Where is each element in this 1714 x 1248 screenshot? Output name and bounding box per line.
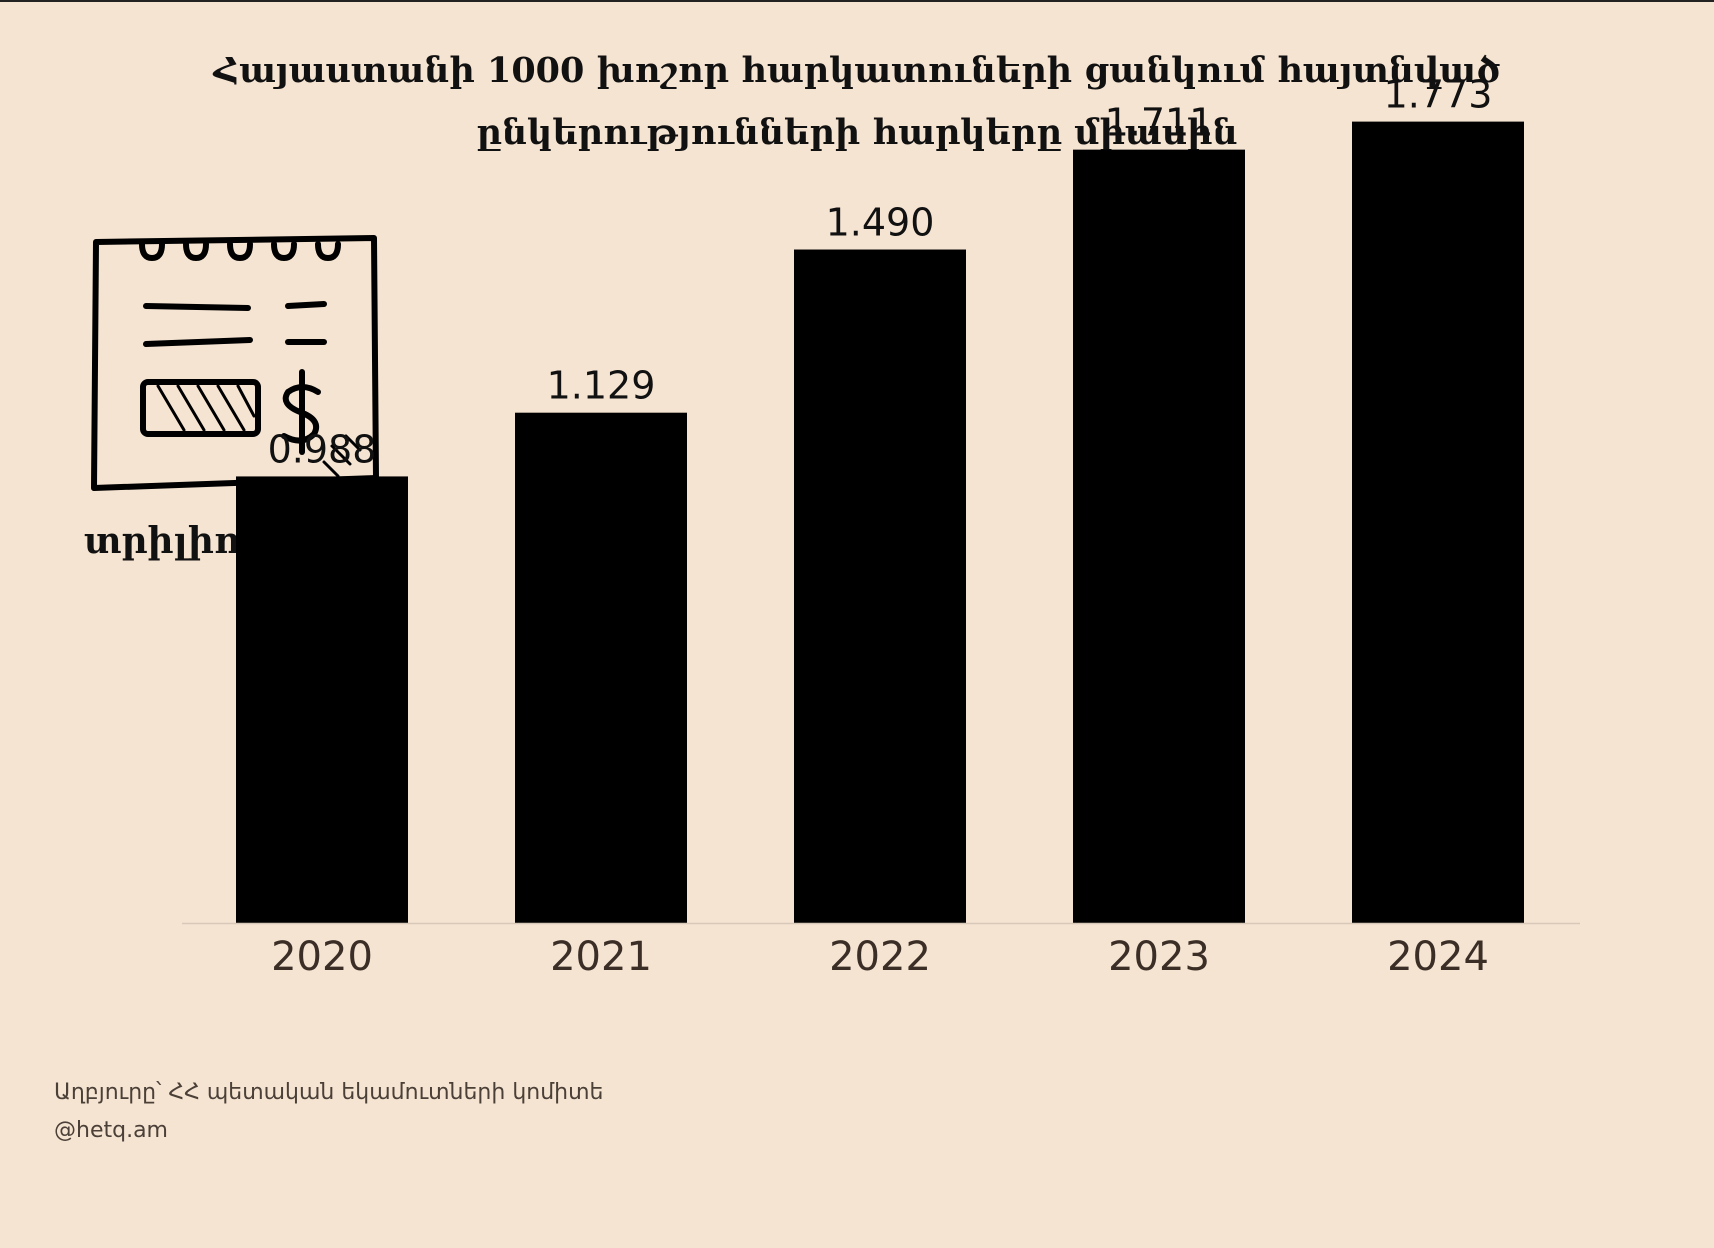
value-label-2024: 1.773 — [1384, 73, 1493, 117]
bar-2023 — [1073, 149, 1245, 924]
chart-title-line1: Հայաստանի 1000 խոշոր հարկատուների ցանկու… — [213, 50, 1501, 91]
x-tick-2020: 2020 — [271, 934, 373, 980]
bar-2021 — [515, 412, 687, 923]
bar-2020 — [236, 476, 408, 923]
top-border — [0, 0, 1714, 2]
source-text: Աղբյուրը՝ ՀՀ պետական եկամուտների կոմիտե — [54, 1080, 604, 1105]
value-label-2020: 0.988 — [268, 427, 377, 471]
x-tick-2024: 2024 — [1387, 934, 1489, 980]
x-tick-2021: 2021 — [550, 934, 652, 980]
chart-title: Հայաստանի 1000 խոշոր հարկատուների ցանկու… — [120, 40, 1594, 164]
bar-2024 — [1352, 121, 1524, 923]
x-tick-2023: 2023 — [1108, 934, 1210, 980]
chart-title-line2: ընկերությունների հարկերը միասին — [476, 112, 1238, 153]
bar-chart: 0.988 2020 1.129 2021 1.490 2022 1.711 2023 1.77… — [182, 73, 1580, 980]
value-label-2022: 1.490 — [826, 201, 935, 245]
receipt-dollar-icon — [91, 235, 379, 491]
x-tick-2022: 2022 — [829, 934, 931, 980]
value-label-2023: 1.711 — [1105, 101, 1214, 145]
social-handle: @hetq.am — [54, 1118, 168, 1143]
bar-2022 — [794, 249, 966, 923]
footer: Աղբյուրը՝ ՀՀ պետական եկամուտների կոմիտե … — [54, 1074, 603, 1150]
value-label-2021: 1.129 — [547, 364, 656, 408]
